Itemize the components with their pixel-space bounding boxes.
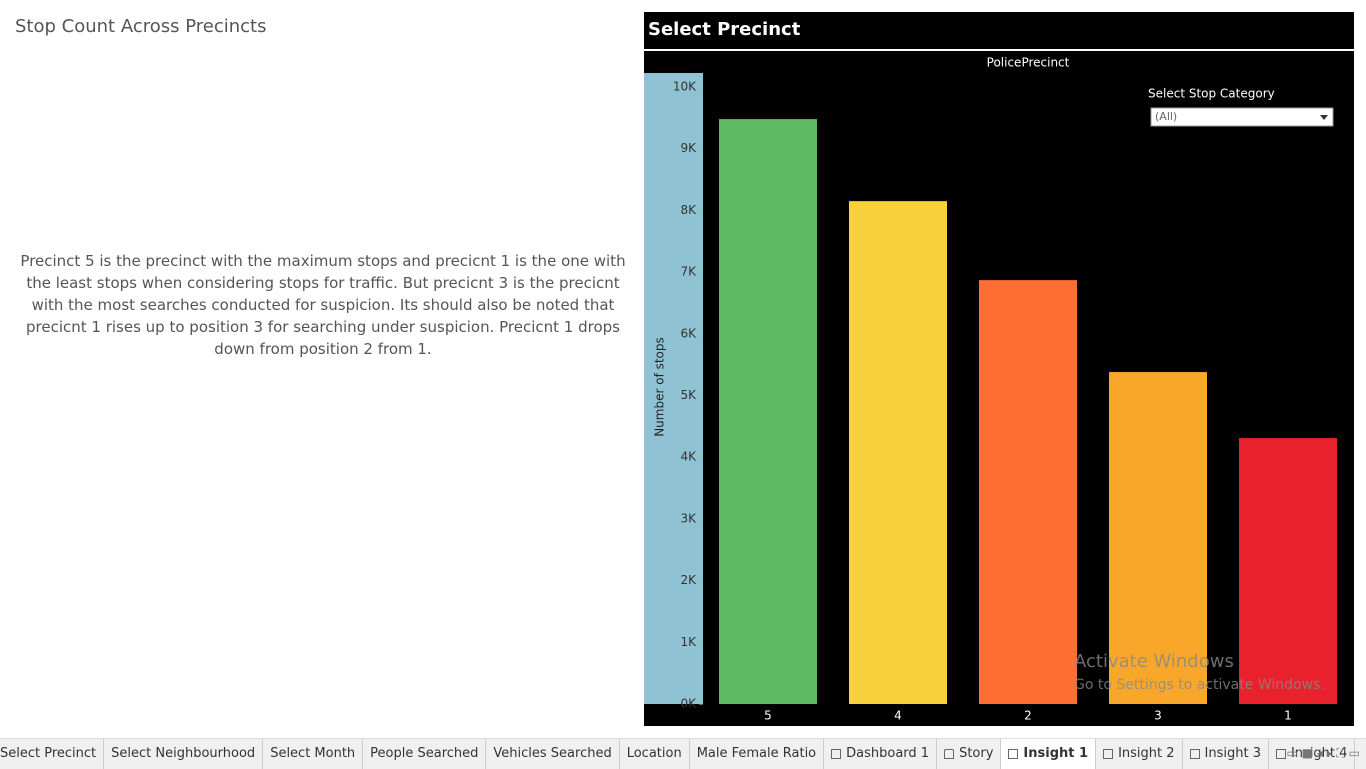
sheet-tab[interactable]: People Searched xyxy=(363,739,487,769)
tab-label: Story xyxy=(959,746,994,761)
sheet-tab[interactable]: Dashboard 1 xyxy=(824,739,938,769)
y-tick-label: 0K xyxy=(680,697,697,711)
y-tick-label: 3K xyxy=(680,511,697,525)
y-tick-label: 9K xyxy=(680,141,697,155)
sheet-tab[interactable]: Select Precinct xyxy=(0,739,105,769)
dashboard-icon xyxy=(1008,749,1019,759)
tab-label: Insight 4 xyxy=(1290,746,1348,761)
tab-label: People Searched xyxy=(370,746,479,761)
y-tick-label: 7K xyxy=(680,265,697,279)
y-axis-title: Number of stops xyxy=(653,337,667,437)
tab-label: Select Precinct xyxy=(0,746,97,761)
watermark-subtitle: Go to Settings to activate Windows. xyxy=(1074,677,1325,693)
sheet-tab[interactable]: Story xyxy=(937,739,1002,769)
filter-value: (All) xyxy=(1155,110,1177,123)
filter-dropdown[interactable] xyxy=(1150,107,1334,127)
bar xyxy=(1239,438,1337,704)
y-tick-label: 2K xyxy=(680,573,697,587)
sheet-tab[interactable]: Insight 4 xyxy=(1269,739,1356,769)
tab-label: Select Neighbourhood xyxy=(111,746,256,761)
chart-title: Select Precinct xyxy=(648,19,801,40)
page-title: Stop Count Across Precincts xyxy=(15,16,267,37)
sheet-tab[interactable]: Male Female Ratio xyxy=(690,739,825,769)
tab-label: Insight 1 xyxy=(1023,746,1089,761)
watermark-title: Activate Windows xyxy=(1074,651,1234,672)
bar xyxy=(849,201,947,704)
x-tick-label: 3 xyxy=(1154,709,1162,723)
sheet-tab[interactable]: Select Month xyxy=(263,739,364,769)
tab-label: Select Month xyxy=(270,746,356,761)
bar xyxy=(1109,372,1207,704)
y-tick-label: 5K xyxy=(680,388,697,402)
sheet-tab[interactable]: Insight 2 xyxy=(1096,739,1183,769)
watermark-layer: Activate Windows Go to Settings to activ… xyxy=(1074,651,1325,693)
story-icon xyxy=(944,749,955,759)
dashboard-icon xyxy=(1275,749,1286,759)
description: Precinct 5 is the precinct with the maxi… xyxy=(20,252,626,358)
chart: Select Precinct PolicePrecinct Number of… xyxy=(644,12,1354,726)
sheet-tab[interactable]: Insight 3 xyxy=(1183,739,1269,769)
axis-panel xyxy=(644,73,703,704)
filter-label: Select Stop Category xyxy=(1148,87,1275,101)
x-axis-title: PolicePrecinct xyxy=(987,56,1070,70)
sheet-tab[interactable]: Select Neighbourhood xyxy=(104,739,264,769)
dashboard-icon xyxy=(1189,749,1200,759)
x-tick-label: 1 xyxy=(1284,709,1292,723)
y-tick-label: 10K xyxy=(673,80,697,94)
tab-label: Location xyxy=(626,746,682,761)
y-tick-label: 1K xyxy=(680,635,697,649)
sheet-tab[interactable]: Vehicles Searched xyxy=(486,739,620,769)
dashboard-icon xyxy=(831,749,842,759)
tab-label: Insight 3 xyxy=(1204,746,1261,761)
dropdown-arrow xyxy=(1320,115,1328,120)
y-tick-label: 8K xyxy=(680,203,697,217)
x-tick-label: 5 xyxy=(764,709,772,723)
tab-label: Vehicles Searched xyxy=(493,746,612,761)
tab-label: Male Female Ratio xyxy=(696,746,817,761)
tab-label: Insight 2 xyxy=(1118,746,1175,761)
y-tick-label: 6K xyxy=(680,326,697,340)
bar xyxy=(719,119,817,705)
dashboard-icon xyxy=(1103,749,1114,759)
sheet-tab[interactable]: Insight 1 xyxy=(1001,739,1097,769)
x-tick-label: 2 xyxy=(1024,709,1032,723)
y-tick-label: 4K xyxy=(680,450,697,464)
bar xyxy=(979,280,1077,704)
tab-label: Dashboard 1 xyxy=(846,746,930,761)
sheet-tabs: Select Precinct Select Neighbourhood Selec… xyxy=(0,738,1366,769)
sheet-tab[interactable]: Location xyxy=(620,739,690,769)
tab-navigation[interactable]: ▭ ■ ◂ ▸ ⛶ ▭ xyxy=(1286,746,1360,760)
x-tick-label: 4 xyxy=(894,709,902,723)
